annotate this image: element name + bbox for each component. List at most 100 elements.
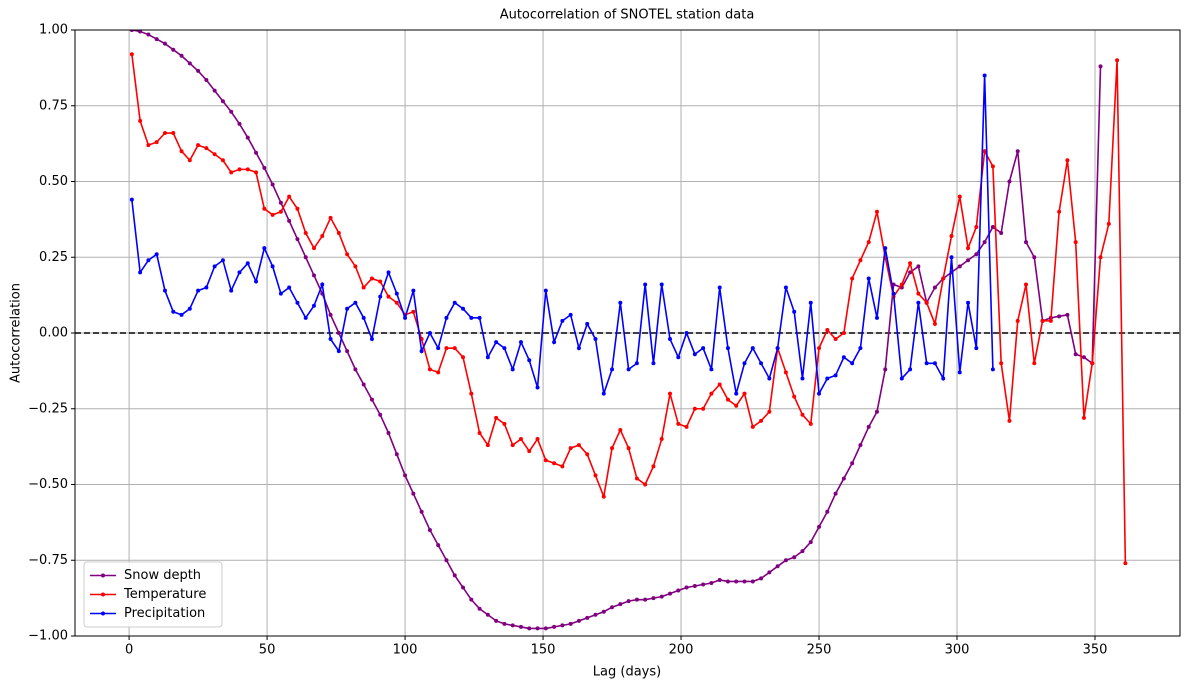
data-point bbox=[295, 237, 300, 242]
data-point bbox=[419, 509, 424, 514]
data-point bbox=[477, 430, 482, 435]
data-point bbox=[1015, 318, 1020, 323]
data-point bbox=[560, 318, 565, 323]
data-point bbox=[1123, 561, 1128, 566]
data-point bbox=[303, 315, 308, 320]
data-point bbox=[1057, 314, 1062, 319]
data-point bbox=[386, 430, 391, 435]
data-point bbox=[171, 309, 176, 314]
data-point bbox=[1073, 352, 1078, 357]
data-point bbox=[941, 276, 946, 281]
data-point bbox=[990, 224, 995, 229]
data-point bbox=[361, 285, 366, 290]
data-point bbox=[336, 349, 341, 354]
data-point bbox=[817, 524, 822, 529]
data-point bbox=[957, 264, 962, 269]
data-point bbox=[345, 349, 350, 354]
data-point bbox=[999, 361, 1004, 366]
data-point bbox=[999, 231, 1004, 236]
data-point bbox=[369, 337, 374, 342]
data-point bbox=[287, 194, 292, 199]
data-point bbox=[328, 312, 333, 317]
data-point bbox=[676, 355, 681, 360]
data-point bbox=[394, 452, 399, 457]
data-point bbox=[634, 597, 639, 602]
data-point bbox=[618, 300, 623, 305]
data-point bbox=[154, 252, 159, 257]
data-point bbox=[651, 464, 656, 469]
data-point bbox=[444, 315, 449, 320]
data-point bbox=[734, 391, 739, 396]
series-line bbox=[131, 75, 994, 397]
data-point bbox=[750, 346, 755, 351]
data-point bbox=[701, 582, 706, 587]
data-point bbox=[427, 367, 432, 372]
data-point bbox=[1090, 361, 1095, 366]
data-point bbox=[1098, 64, 1103, 69]
data-point bbox=[709, 391, 714, 396]
data-point bbox=[535, 437, 540, 442]
data-point bbox=[858, 258, 863, 263]
data-point bbox=[800, 412, 805, 417]
data-point bbox=[982, 149, 987, 154]
data-point bbox=[411, 491, 416, 496]
plot-frame bbox=[74, 29, 1181, 637]
data-point bbox=[858, 443, 863, 448]
legend-marker bbox=[101, 592, 105, 597]
data-point bbox=[452, 573, 457, 578]
x-tick-label: 100 bbox=[393, 643, 418, 658]
data-point bbox=[171, 131, 176, 136]
x-tick-label: 200 bbox=[669, 643, 694, 658]
data-point bbox=[668, 391, 672, 396]
data-point bbox=[278, 209, 283, 214]
data-point bbox=[394, 300, 399, 305]
data-point bbox=[1057, 209, 1062, 214]
data-point bbox=[585, 452, 590, 457]
data-point bbox=[518, 340, 523, 345]
data-point bbox=[808, 300, 813, 305]
data-point bbox=[841, 355, 846, 360]
data-point bbox=[220, 99, 225, 104]
data-point bbox=[311, 303, 316, 308]
data-point bbox=[361, 382, 366, 387]
data-point bbox=[254, 279, 259, 284]
data-point bbox=[427, 527, 432, 532]
data-point bbox=[287, 285, 292, 290]
data-point bbox=[427, 331, 432, 335]
data-point bbox=[129, 197, 134, 202]
y-tick-label: −0.75 bbox=[28, 553, 68, 568]
data-point bbox=[701, 346, 706, 351]
data-point bbox=[684, 585, 689, 590]
data-point bbox=[676, 588, 681, 593]
data-point bbox=[436, 346, 441, 351]
data-point bbox=[576, 346, 581, 351]
data-point bbox=[1024, 240, 1029, 245]
data-point bbox=[353, 367, 358, 372]
data-point bbox=[1007, 179, 1012, 184]
data-point bbox=[668, 591, 672, 596]
data-point bbox=[966, 258, 971, 263]
data-point bbox=[1048, 318, 1053, 323]
data-point bbox=[262, 165, 267, 170]
data-point bbox=[1024, 282, 1029, 287]
data-point bbox=[932, 321, 937, 326]
data-point bbox=[908, 261, 913, 266]
data-point bbox=[783, 285, 788, 290]
y-tick-label: 0.75 bbox=[39, 98, 68, 113]
data-point bbox=[461, 355, 466, 360]
data-point bbox=[750, 579, 755, 584]
data-point bbox=[469, 597, 474, 602]
data-point bbox=[502, 621, 507, 626]
data-point bbox=[734, 579, 739, 584]
data-point bbox=[171, 47, 176, 52]
data-point bbox=[883, 367, 888, 372]
data-point bbox=[254, 150, 259, 155]
data-point bbox=[270, 182, 275, 187]
data-point bbox=[734, 403, 739, 408]
data-point bbox=[618, 602, 623, 607]
series-line bbox=[131, 30, 1102, 630]
data-point bbox=[311, 273, 316, 278]
data-point bbox=[204, 77, 209, 82]
legend-marker bbox=[101, 573, 105, 578]
data-point bbox=[485, 355, 490, 360]
